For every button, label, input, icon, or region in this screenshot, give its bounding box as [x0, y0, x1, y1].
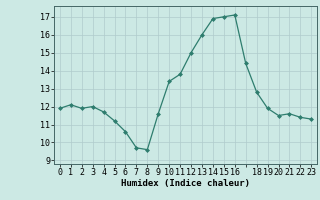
X-axis label: Humidex (Indice chaleur): Humidex (Indice chaleur) — [121, 179, 250, 188]
